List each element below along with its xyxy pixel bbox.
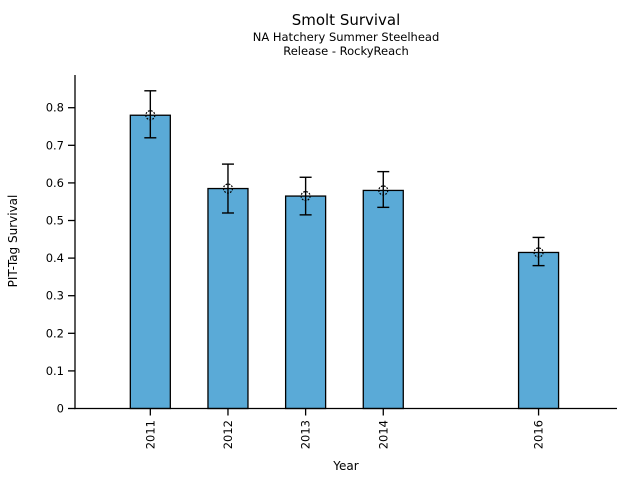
chart-subtitle-line2: Release - RockyReach [283, 44, 409, 58]
x-tick-label-2016: 2016 [532, 420, 546, 449]
x-tick-label-2014: 2014 [376, 420, 390, 449]
chart-subtitle-line1: NA Hatchery Summer Steelhead [252, 30, 440, 44]
mean-marker-2012 [222, 183, 234, 194]
y-tick-label-0.6: 0.6 [46, 176, 64, 190]
y-tick-label-0: 0 [57, 402, 64, 416]
bar-2016 [517, 251, 560, 410]
x-tick-label-2012: 2012 [221, 420, 235, 449]
bar-2011 [129, 114, 171, 410]
y-tick-label-0.4: 0.4 [46, 251, 64, 265]
x-tick-label-2013: 2013 [299, 420, 313, 449]
chart-title: Smolt Survival [291, 11, 401, 29]
y-tick-label-0.8: 0.8 [46, 101, 64, 115]
y-tick-label-0.5: 0.5 [46, 214, 64, 228]
mean-marker-2016 [533, 247, 544, 258]
y-tick-label-0.7: 0.7 [46, 138, 64, 152]
mean-marker-2013 [300, 190, 311, 202]
bar-2013 [284, 195, 327, 410]
mean-marker-2011 [145, 110, 156, 121]
y-tick-label-0.2: 0.2 [46, 326, 64, 340]
x-tick-label-2011: 2011 [143, 420, 157, 449]
y-tick-label-0.3: 0.3 [46, 289, 64, 303]
bar-2012 [207, 187, 249, 410]
x-axis-title: Year [333, 459, 359, 473]
bar-2014 [362, 189, 404, 410]
y-tick-label-0.1: 0.1 [46, 364, 64, 378]
mean-marker-2014 [378, 185, 389, 196]
